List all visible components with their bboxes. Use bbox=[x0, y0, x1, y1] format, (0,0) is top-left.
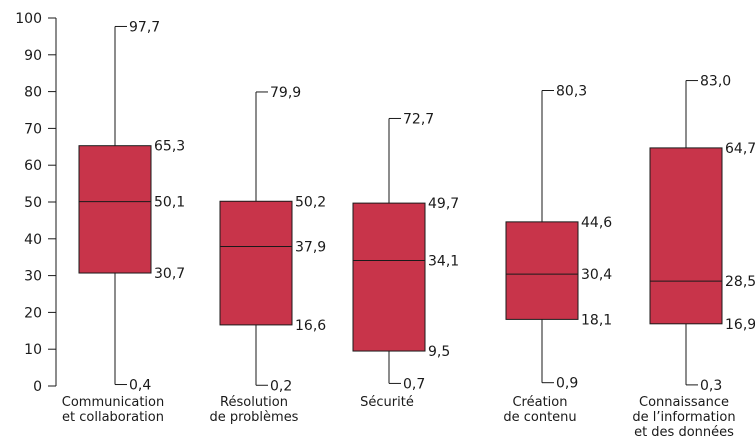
label-max: 80,3 bbox=[556, 83, 587, 99]
category-label: de problèmes bbox=[210, 410, 299, 425]
label-median: 30,4 bbox=[581, 267, 612, 283]
label-q1: 9,5 bbox=[428, 344, 450, 360]
y-tick-label: 100 bbox=[15, 11, 42, 27]
label-q3: 65,3 bbox=[154, 139, 185, 155]
box-iqr bbox=[649, 147, 723, 325]
label-q1: 30,7 bbox=[154, 266, 185, 282]
y-tick-label: 50 bbox=[24, 195, 42, 211]
label-min: 0,4 bbox=[129, 378, 151, 394]
y-tick-label: 10 bbox=[24, 342, 42, 358]
category-label: et collaboration bbox=[62, 410, 164, 425]
box-iqr bbox=[219, 200, 293, 326]
y-tick-label: 70 bbox=[24, 121, 42, 137]
y-axis: 0 10 20 30 40 50 60 70 80 90 100 bbox=[15, 11, 57, 395]
y-tick-label: 90 bbox=[24, 48, 42, 64]
category-label: Communication bbox=[62, 395, 164, 410]
label-min: 0,2 bbox=[270, 378, 292, 394]
label-max: 72,7 bbox=[403, 111, 434, 127]
label-min: 0,7 bbox=[403, 376, 425, 392]
box-group: 80,3 44,6 30,4 18,1 0,9 bbox=[505, 83, 612, 392]
y-tick-label: 60 bbox=[24, 158, 42, 174]
y-tick-label: 20 bbox=[24, 305, 42, 321]
box-iqr bbox=[505, 221, 579, 320]
y-tick-label: 0 bbox=[33, 379, 42, 395]
label-q1: 18,1 bbox=[581, 312, 612, 328]
box-group: 72,7 49,7 34,1 9,50,7 bbox=[352, 111, 459, 392]
label-max: 79,9 bbox=[270, 85, 301, 101]
y-tick-label: 30 bbox=[24, 269, 42, 285]
box-group: 97,7 65,3 50,1 30,7 0,4 bbox=[78, 19, 185, 394]
category-label: Création bbox=[512, 395, 567, 410]
category-label: Résolution bbox=[220, 395, 288, 410]
label-median: 34,1 bbox=[428, 254, 459, 270]
box-group: 79,9 50,2 37,9 16,6 0,2 bbox=[219, 85, 326, 394]
label-min: 0,3 bbox=[700, 378, 722, 394]
label-q3: 64,7 bbox=[725, 141, 755, 157]
category-label: et des données bbox=[634, 425, 734, 440]
label-q3: 50,2 bbox=[295, 194, 326, 210]
label-min: 0,9 bbox=[556, 376, 578, 392]
category-label: Sécurité bbox=[360, 395, 414, 410]
box-iqr bbox=[352, 202, 426, 352]
label-q3: 44,6 bbox=[581, 215, 612, 231]
boxes: 97,7 65,3 50,1 30,7 0,4 79,9 50,2 37,9 16,6 0,2 72… bbox=[78, 19, 755, 394]
y-tick-label: 80 bbox=[24, 85, 42, 101]
label-q1: 16,6 bbox=[295, 318, 326, 334]
box-iqr bbox=[78, 145, 152, 274]
label-median: 28,5 bbox=[725, 274, 755, 290]
category-label: Connaissance bbox=[639, 395, 729, 410]
label-median: 50,1 bbox=[154, 195, 185, 211]
label-median: 37,9 bbox=[295, 240, 326, 256]
box-group: 83,0 64,7 28,5 16,9 0,3 bbox=[649, 74, 755, 394]
y-tick-label: 40 bbox=[24, 232, 42, 248]
label-max: 83,0 bbox=[700, 74, 731, 90]
label-q1: 16,9 bbox=[725, 317, 755, 333]
label-q3: 49,7 bbox=[428, 196, 459, 212]
category-label: de l’information bbox=[632, 410, 735, 425]
category-label: de contenu bbox=[503, 410, 576, 425]
label-max: 97,7 bbox=[129, 19, 160, 35]
